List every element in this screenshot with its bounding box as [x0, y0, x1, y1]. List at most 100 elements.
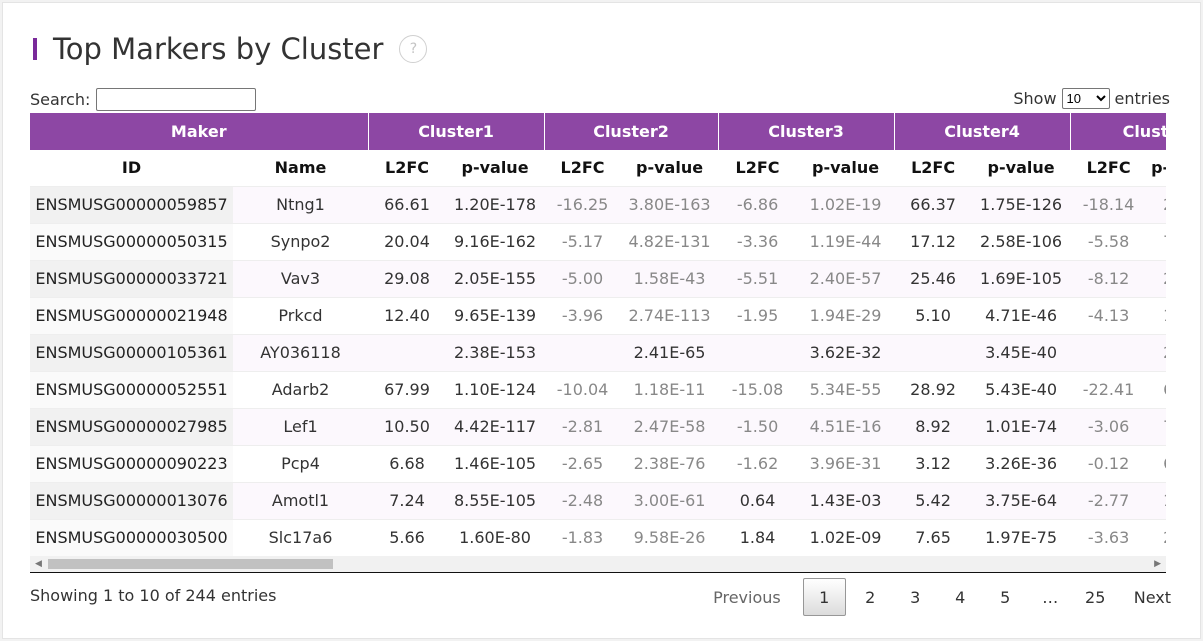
column-header[interactable]: L2FC [368, 150, 447, 186]
page-button[interactable]: 4 [955, 587, 966, 607]
table-row[interactable]: ENSMUSG00000090223 Pcp4 6.68 1.46E-105 -2.65… [30, 444, 1166, 482]
table-info: Showing 1 to 10 of 244 entries [30, 586, 277, 605]
value-cell: -2.81 [544, 407, 622, 445]
column-header[interactable]: L2FC [718, 150, 798, 186]
value-cell: 66.37 [894, 185, 973, 223]
page-length-control: Show 10 entries [1013, 88, 1170, 109]
value-cell: -1.62 [718, 444, 798, 482]
page-length-select[interactable]: 10 [1061, 88, 1110, 109]
value-cell: 1.75E-126 [972, 185, 1071, 223]
value-cell: -16.25 [544, 185, 622, 223]
value-cell: 3.45E-40 [972, 333, 1071, 371]
table-row[interactable]: ENSMUSG00000030500 Slc17a6 5.66 1.60E-80 -1.… [30, 518, 1166, 556]
value-cell: 3.75E-64 [972, 481, 1071, 519]
value-cell: 2 [1147, 259, 1166, 297]
search-label: Search: [30, 90, 91, 109]
value-cell: 17.12 [894, 222, 973, 260]
value-cell: 2.47E-58 [621, 407, 719, 445]
column-header[interactable]: p-value [1147, 150, 1166, 186]
value-cell: -2.48 [544, 481, 622, 519]
gene-name-cell: Lef1 [233, 407, 369, 445]
scrollbar-thumb[interactable] [48, 559, 333, 569]
group-header: Cluster2 [544, 113, 719, 150]
gene-id-cell: ENSMUSG00000059857 [30, 185, 233, 223]
scroll-right-icon[interactable]: ▶ [1154, 559, 1161, 569]
table-row[interactable]: ENSMUSG00000021948 Prkcd 12.40 9.65E-139 -3.… [30, 296, 1166, 334]
page-button[interactable]: 2 [865, 587, 876, 607]
table-row[interactable]: ENSMUSG00000052551 Adarb2 67.99 1.10E-124 -1… [30, 370, 1166, 408]
table-row[interactable]: ENSMUSG00000105361 AY036118 2.38E-153 2.41E… [30, 333, 1166, 371]
value-cell: 8.55E-105 [446, 481, 545, 519]
group-header: Cluster4 [894, 113, 1071, 150]
column-header[interactable]: Name [233, 150, 369, 186]
page-button-current[interactable]: 1 [802, 578, 846, 616]
gene-name-cell: Slc17a6 [233, 518, 369, 556]
table-body: ENSMUSG00000059857 Ntng1 66.61 1.20E-178 -16… [30, 185, 1166, 556]
value-cell: 1.84 [718, 518, 798, 556]
value-cell: 1.60E-80 [446, 518, 545, 556]
scroll-left-icon[interactable]: ◀ [35, 559, 42, 569]
value-cell: 4.42E-117 [446, 407, 545, 445]
column-header[interactable]: p-value [972, 150, 1071, 186]
value-cell: 3.62E-32 [797, 333, 895, 371]
column-header[interactable]: p-value [621, 150, 719, 186]
value-cell: 2.41E-65 [621, 333, 719, 371]
table-row[interactable]: ENSMUSG00000059857 Ntng1 66.61 1.20E-178 -16… [30, 185, 1166, 223]
page-button[interactable]: 25 [1085, 587, 1106, 607]
column-header[interactable]: L2FC [544, 150, 622, 186]
horizontal-scrollbar[interactable]: ◀ ▶ [30, 556, 1166, 572]
value-cell: 0.64 [718, 481, 798, 519]
value-cell: 28.92 [894, 370, 973, 408]
value-cell [894, 333, 973, 371]
column-header[interactable]: L2FC [894, 150, 973, 186]
value-cell: 1.02E-09 [797, 518, 895, 556]
value-cell: 2.40E-57 [797, 259, 895, 297]
column-header[interactable]: p-value [446, 150, 545, 186]
value-cell: 2.58E-106 [972, 222, 1071, 260]
value-cell: -15.08 [718, 370, 798, 408]
value-cell: -2.65 [544, 444, 622, 482]
value-cell: 6 [1147, 370, 1166, 408]
column-header[interactable]: p-value [797, 150, 895, 186]
group-header: Cluster3 [718, 113, 895, 150]
gene-name-cell: Amotl1 [233, 481, 369, 519]
next-button[interactable]: Next [1133, 587, 1171, 607]
value-cell: -5.58 [1070, 222, 1148, 260]
value-cell: 7 [1147, 407, 1166, 445]
column-header[interactable]: L2FC [1070, 150, 1148, 186]
value-cell [544, 333, 622, 371]
group-header: Cluster5 [1070, 113, 1166, 150]
value-cell: 4.51E-16 [797, 407, 895, 445]
help-icon[interactable]: ? [399, 35, 428, 63]
value-cell: 8.92 [894, 407, 973, 445]
search-input[interactable] [96, 88, 257, 111]
gene-name-cell: Pcp4 [233, 444, 369, 482]
entries-label: entries [1114, 89, 1170, 108]
value-cell: 10.50 [368, 407, 447, 445]
value-cell: 1.02E-19 [797, 185, 895, 223]
value-cell: 5.42 [894, 481, 973, 519]
value-cell: -5.00 [544, 259, 622, 297]
table-bottom-border [30, 572, 1166, 573]
previous-button[interactable]: Previous [713, 587, 781, 607]
value-cell: 9.16E-162 [446, 222, 545, 260]
table-row[interactable]: ENSMUSG00000033721 Vav3 29.08 2.05E-155 -5.0… [30, 259, 1166, 297]
column-header[interactable]: ID [30, 150, 233, 186]
table-row[interactable]: ENSMUSG00000050315 Synpo2 20.04 9.16E-162 -5… [30, 222, 1166, 260]
value-cell: -5.51 [718, 259, 798, 297]
value-cell: -1.95 [718, 296, 798, 334]
value-cell: 6 [1147, 444, 1166, 482]
table-row[interactable]: ENSMUSG00000013076 Amotl1 7.24 8.55E-105 -2.… [30, 481, 1166, 519]
value-cell: 2 [1147, 185, 1166, 223]
value-cell: 66.61 [368, 185, 447, 223]
page-title: Top Markers by Cluster [53, 32, 384, 66]
table-scroll-area[interactable]: Maker Cluster1 Cluster2 Cluster3 Cluster… [30, 113, 1166, 556]
value-cell: -1.83 [544, 518, 622, 556]
value-cell: -18.14 [1070, 185, 1148, 223]
gene-name-cell: Vav3 [233, 259, 369, 297]
value-cell: 7.65 [894, 518, 973, 556]
page-button[interactable]: 5 [1000, 587, 1011, 607]
title-row: Top Markers by Cluster ? [33, 29, 428, 69]
table-row[interactable]: ENSMUSG00000027985 Lef1 10.50 4.42E-117 -2.8… [30, 407, 1166, 445]
page-button[interactable]: 3 [910, 587, 921, 607]
